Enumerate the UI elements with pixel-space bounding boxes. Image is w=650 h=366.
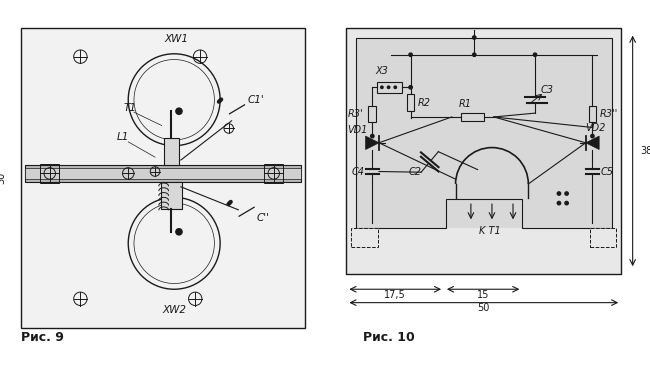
Text: 38: 38 xyxy=(640,146,650,156)
Bar xyxy=(377,82,402,93)
Text: R1: R1 xyxy=(459,100,472,109)
Text: VD1: VD1 xyxy=(348,125,368,135)
Text: Рис. 10: Рис. 10 xyxy=(363,331,415,344)
Text: C2: C2 xyxy=(409,167,422,178)
Circle shape xyxy=(380,85,384,89)
Text: C'': C'' xyxy=(257,213,270,223)
Circle shape xyxy=(532,52,538,57)
Circle shape xyxy=(556,191,562,196)
Text: C3: C3 xyxy=(541,85,554,95)
Circle shape xyxy=(175,228,183,236)
Text: C1': C1' xyxy=(248,94,265,105)
Circle shape xyxy=(393,85,397,89)
Circle shape xyxy=(408,85,413,90)
Bar xyxy=(164,138,179,165)
Text: R2: R2 xyxy=(417,98,430,108)
Circle shape xyxy=(556,201,562,205)
Text: K T1: K T1 xyxy=(478,226,500,236)
Text: 15: 15 xyxy=(477,290,489,300)
Text: C5: C5 xyxy=(600,167,613,176)
Polygon shape xyxy=(586,136,599,149)
Text: XW2: XW2 xyxy=(162,305,186,315)
Bar xyxy=(40,164,59,183)
Bar xyxy=(369,107,376,122)
Text: R3'': R3'' xyxy=(600,109,618,119)
Circle shape xyxy=(408,52,413,57)
Circle shape xyxy=(564,201,569,205)
Text: XW1: XW1 xyxy=(164,34,188,44)
Text: VD2: VD2 xyxy=(585,123,605,133)
Circle shape xyxy=(472,35,476,40)
Bar xyxy=(589,107,596,122)
Bar xyxy=(264,164,283,183)
Text: R3': R3' xyxy=(348,109,363,119)
Polygon shape xyxy=(365,136,379,149)
Bar xyxy=(25,165,300,182)
Text: 30: 30 xyxy=(0,172,6,184)
Bar xyxy=(356,37,612,228)
Bar xyxy=(590,228,616,247)
Circle shape xyxy=(387,85,391,89)
Bar xyxy=(21,28,306,328)
Text: 50: 50 xyxy=(478,303,490,313)
Text: C4: C4 xyxy=(351,167,364,176)
Circle shape xyxy=(370,134,374,138)
Circle shape xyxy=(564,191,569,196)
Circle shape xyxy=(590,134,595,138)
Polygon shape xyxy=(356,37,612,228)
Circle shape xyxy=(175,107,183,115)
Bar xyxy=(346,28,621,274)
Bar xyxy=(161,182,182,209)
Bar xyxy=(351,228,378,247)
Text: 17,5: 17,5 xyxy=(384,290,406,300)
Text: Рис. 9: Рис. 9 xyxy=(21,331,64,344)
Bar xyxy=(25,168,300,179)
Bar xyxy=(462,113,484,121)
Text: X3: X3 xyxy=(375,66,388,76)
Text: T1: T1 xyxy=(124,103,136,113)
Circle shape xyxy=(472,52,476,57)
Bar xyxy=(407,94,415,111)
Text: L1: L1 xyxy=(117,132,129,142)
